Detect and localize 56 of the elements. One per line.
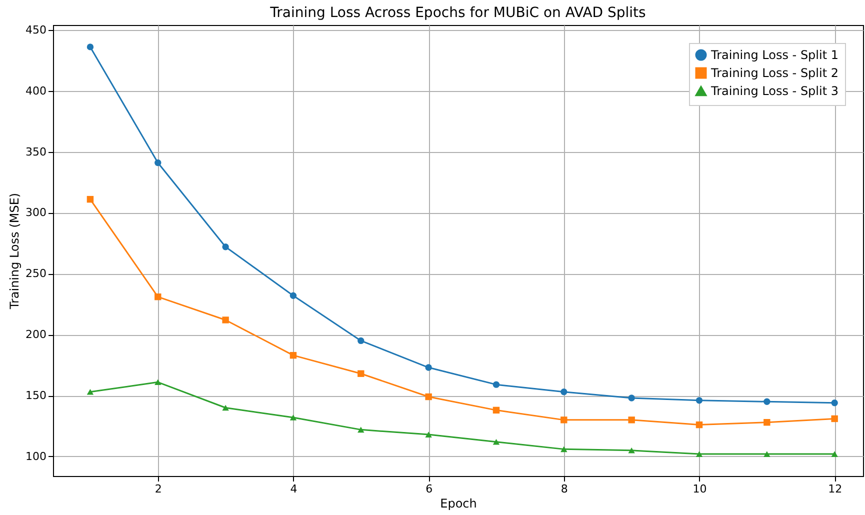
x-tick-label: 12: [828, 482, 842, 496]
x-tick-label: 8: [560, 482, 568, 496]
point: [764, 451, 770, 457]
point: [492, 406, 500, 414]
point: [492, 381, 500, 388]
x-tick-label: 10: [692, 482, 707, 496]
point: [86, 44, 94, 50]
point: [560, 446, 568, 452]
point: [86, 196, 94, 203]
y-tick-label: 200: [26, 328, 46, 342]
y-tick-label: 250: [26, 267, 46, 280]
point: [425, 432, 432, 438]
point: [764, 419, 770, 426]
point: [290, 292, 297, 299]
x-tick-label: 2: [154, 482, 162, 496]
legend-label: Training Loss - Split 3: [710, 84, 838, 98]
legend-label: Training Loss - Split 2: [710, 66, 838, 80]
x-tick-label: 4: [290, 482, 298, 496]
chart-title: Training Loss Across Epochs for MUBiC on AVAD Splits: [269, 4, 646, 21]
y-tick-label: 450: [26, 23, 46, 36]
y-tick-label: 150: [26, 389, 46, 402]
point: [290, 352, 297, 359]
point: [696, 397, 703, 404]
y-axis-title: Training Loss (MSE): [8, 192, 22, 310]
point: [560, 388, 568, 396]
point: [831, 415, 838, 422]
y-tick-label: 400: [26, 84, 46, 98]
point: [696, 451, 703, 457]
y-tick-label: 350: [26, 145, 46, 158]
point: [696, 421, 703, 428]
point: [764, 398, 770, 405]
point: [222, 243, 229, 250]
point: [425, 393, 432, 400]
point: [290, 414, 297, 420]
y-tick-label: 300: [26, 206, 46, 220]
point: [154, 159, 162, 166]
y-tick-label: 100: [26, 450, 46, 463]
point: [358, 337, 364, 344]
legend-label: Training Loss - Split 1: [710, 48, 838, 62]
x-axis-title: Epoch: [440, 496, 477, 510]
point: [560, 416, 568, 424]
point: [628, 448, 635, 454]
point: [222, 316, 229, 324]
point: [425, 364, 432, 371]
point: [628, 416, 635, 424]
point: [831, 400, 838, 406]
point: [154, 293, 162, 300]
point: [154, 379, 162, 386]
point: [831, 451, 838, 457]
point: [358, 426, 364, 433]
x-tick-label: 6: [426, 482, 433, 496]
point: [222, 404, 229, 411]
point: [86, 388, 94, 395]
point: [628, 394, 635, 402]
point: [492, 438, 500, 445]
point: [358, 370, 364, 377]
